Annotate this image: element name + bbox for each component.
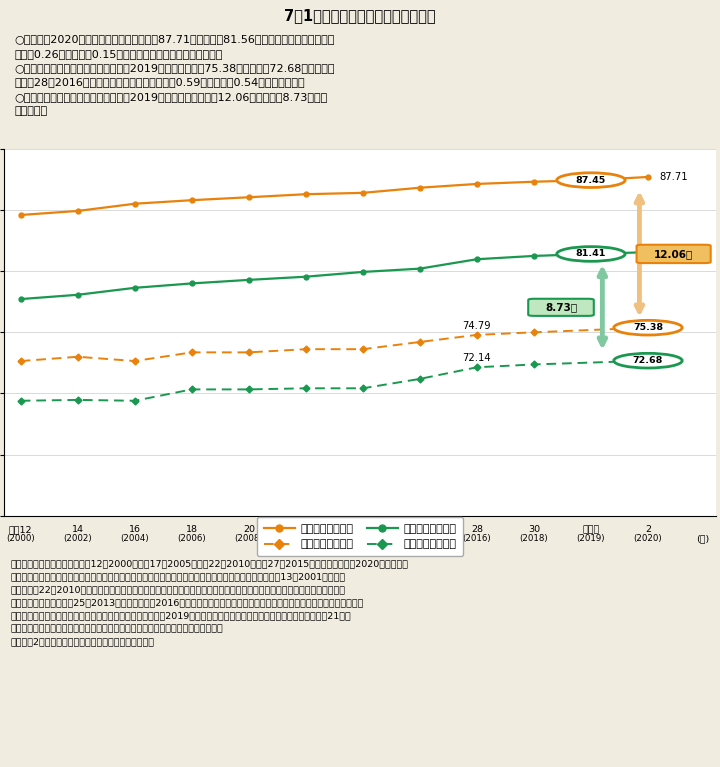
- Text: (2010): (2010): [292, 534, 320, 543]
- Text: (2016): (2016): [462, 534, 491, 543]
- Circle shape: [613, 354, 682, 368]
- Legend: 平均寰命（女性）, 健康寰命（女性）, 平均寰命（男性）, 健康寰命（男性）: 平均寰命（女性）, 健康寰命（女性）, 平均寰命（男性）, 健康寰命（男性）: [257, 517, 463, 556]
- Text: 87.45: 87.45: [576, 176, 606, 185]
- Text: (2004): (2004): [120, 534, 149, 543]
- Text: 令和元: 令和元: [582, 525, 600, 535]
- Text: 14: 14: [72, 525, 84, 535]
- Text: (2020): (2020): [634, 534, 662, 543]
- Text: (2000): (2000): [6, 534, 35, 543]
- Text: 81.41: 81.41: [576, 249, 606, 258]
- Text: (2018): (2018): [520, 534, 548, 543]
- Text: (2008): (2008): [235, 534, 263, 543]
- Text: 87.71: 87.71: [660, 172, 688, 182]
- Text: 74.79: 74.79: [462, 321, 491, 331]
- Circle shape: [557, 173, 625, 187]
- Text: (2012): (2012): [348, 534, 377, 543]
- Text: 18: 18: [186, 525, 198, 535]
- Text: 16: 16: [129, 525, 140, 535]
- Text: 12.06年: 12.06年: [654, 249, 693, 259]
- Text: 7－1図　平均寰命と健康寰命の推移: 7－1図 平均寰命と健康寰命の推移: [284, 8, 436, 24]
- Text: 81.56: 81.56: [660, 247, 688, 257]
- FancyBboxPatch shape: [528, 299, 594, 316]
- Circle shape: [613, 321, 682, 335]
- Text: 72.68: 72.68: [633, 356, 663, 365]
- FancyBboxPatch shape: [636, 245, 711, 263]
- Text: 30: 30: [528, 525, 540, 535]
- Text: 20: 20: [243, 525, 255, 535]
- Text: (年): (年): [696, 534, 710, 543]
- Text: 平成12: 平成12: [9, 525, 32, 535]
- Text: （備考）１．平均寰命は、平成12（2000）年、17（2005）年、22（2010）年、27（2015）年及び令和２（2020）年は厚生
　　　　　労働省「完全: （備考）１．平均寰命は、平成12（2000）年、17（2005）年、22（201…: [11, 560, 409, 646]
- Text: 75.38: 75.38: [633, 323, 663, 332]
- Text: (2014): (2014): [405, 534, 434, 543]
- Text: (2019): (2019): [577, 534, 606, 543]
- Text: 8.73年: 8.73年: [545, 302, 577, 312]
- Text: 2: 2: [645, 525, 651, 535]
- Circle shape: [557, 247, 625, 262]
- Text: 24: 24: [357, 525, 369, 535]
- Text: (2002): (2002): [63, 534, 92, 543]
- Text: (2006): (2006): [177, 534, 206, 543]
- Text: 22: 22: [300, 525, 312, 535]
- Text: 28: 28: [471, 525, 483, 535]
- Text: ○令和２（2020）年の平均寰命は、女性は87.71年、男性は81.56年であり、前年に比べて女
　性が0.26年、男性が0.15年延び、男女とも過去最高を更新: ○令和２（2020）年の平均寰命は、女性は87.71年、男性は81.56年であり…: [14, 34, 335, 116]
- Text: 72.14: 72.14: [462, 353, 491, 363]
- Text: 26: 26: [414, 525, 426, 535]
